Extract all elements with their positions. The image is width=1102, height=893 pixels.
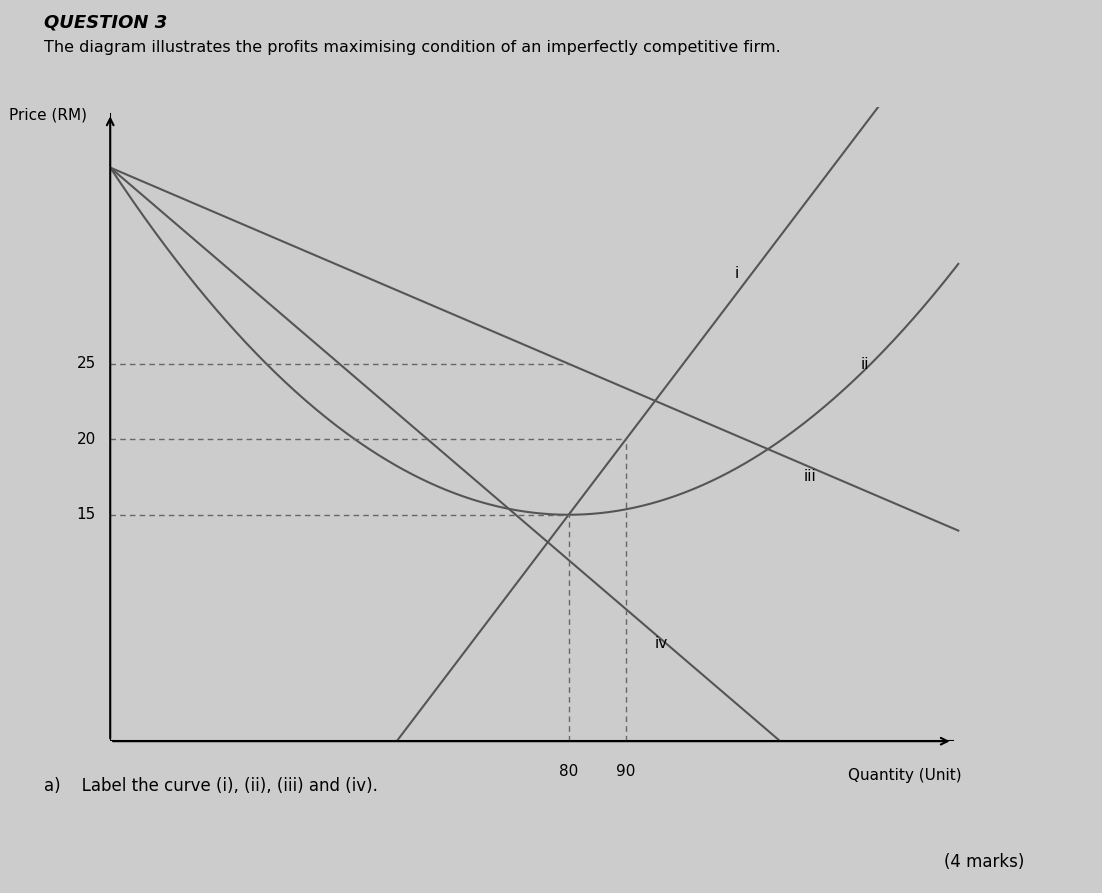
Text: Price (RM): Price (RM) — [9, 107, 87, 122]
Text: 25: 25 — [77, 356, 96, 371]
Text: iv: iv — [655, 637, 668, 651]
Text: iii: iii — [803, 470, 817, 485]
Text: 90: 90 — [616, 764, 636, 779]
Text: The diagram illustrates the profits maximising condition of an imperfectly compe: The diagram illustrates the profits maxi… — [44, 40, 781, 55]
Text: a)    Label the curve (i), (ii), (iii) and (iv).: a) Label the curve (i), (ii), (iii) and … — [44, 777, 378, 795]
Text: ii: ii — [861, 356, 869, 371]
Text: 80: 80 — [559, 764, 579, 779]
Text: Quantity (Unit): Quantity (Unit) — [847, 768, 961, 783]
Text: 15: 15 — [77, 507, 96, 522]
Text: (4 marks): (4 marks) — [944, 853, 1025, 871]
Text: QUESTION 3: QUESTION 3 — [44, 13, 168, 31]
Text: 20: 20 — [77, 432, 96, 446]
Text: i: i — [735, 266, 739, 280]
